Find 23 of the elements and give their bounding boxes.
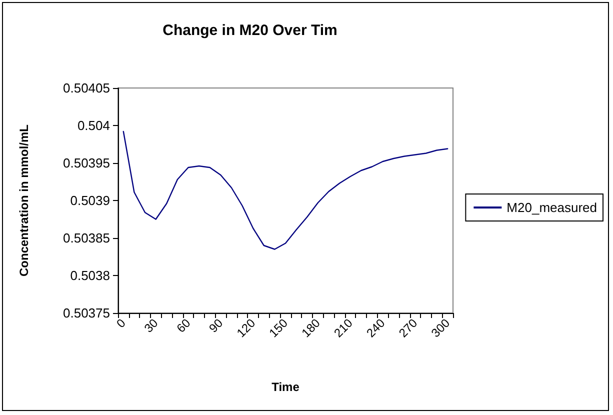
y-tick-label: 0.5039 [70,193,110,208]
legend-label: M20_measured [506,200,597,215]
y-tick-label: 0.50385 [63,230,110,246]
y-tick-label: 0.504 [77,118,110,133]
y-axis-title: Concentration in mmol/mL [17,124,31,277]
line-series [122,130,448,250]
x-tick-label: 90 [206,316,226,336]
y-tick-label: 0.50395 [63,156,110,170]
y-tick-label: 0.5038 [70,268,110,283]
x-tick-label: 210 [331,316,356,340]
chart-title: Change in M20 Over Tim [162,22,338,39]
y-tick-label: 0.50375 [63,306,110,320]
y-tick-label: 0.50405 [63,80,110,96]
x-tick-label: 0 [114,316,129,331]
x-tick-label: 60 [174,316,194,336]
x-tick-label: 180 [298,316,324,340]
x-axis-title: Time [272,380,300,394]
x-tick-label: 150 [266,316,291,340]
x-tick-label: 240 [364,316,388,340]
x-tick-label: 270 [396,316,420,340]
x-tick-label: 120 [234,316,258,340]
x-tick-label: 300 [428,316,453,340]
x-tick-label: 30 [141,316,161,336]
